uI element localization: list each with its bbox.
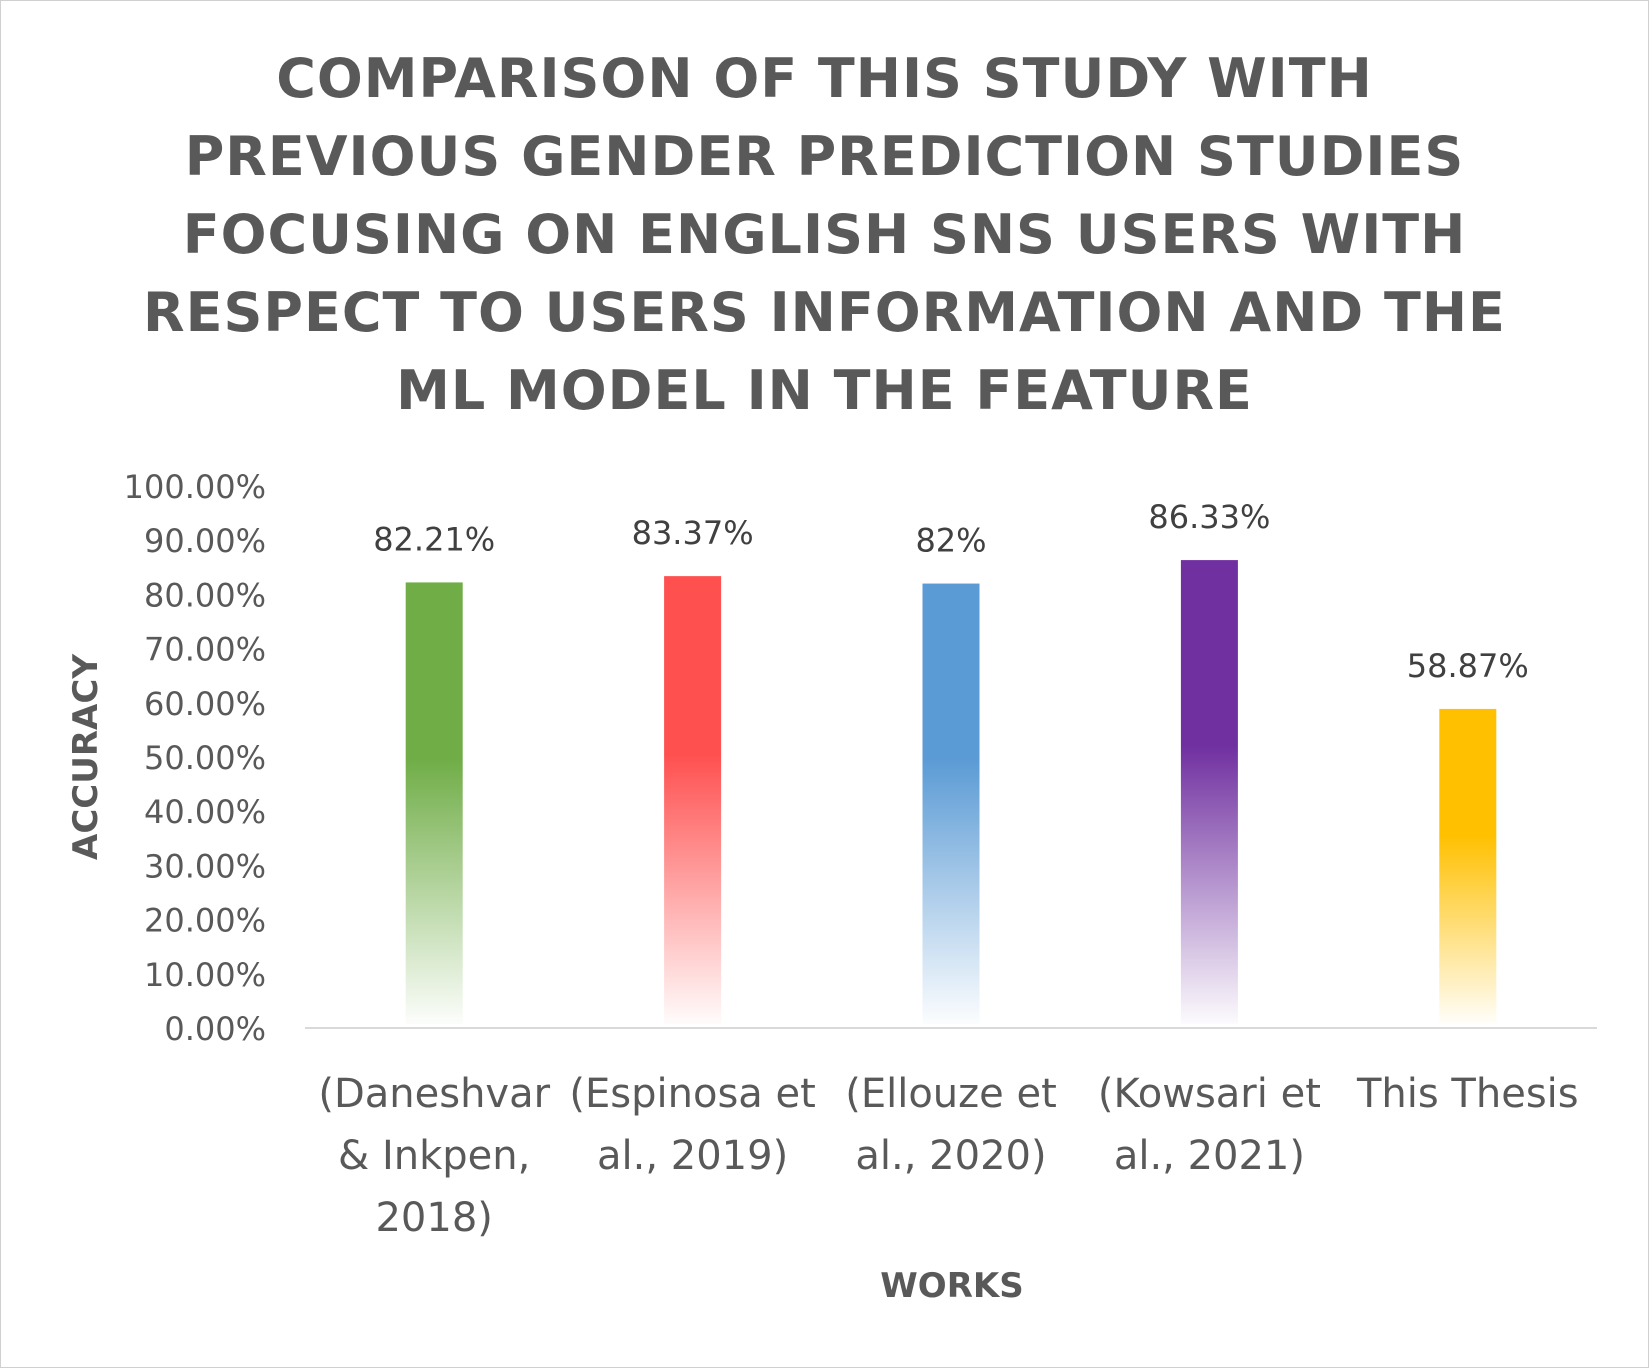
y-tick-label: 60.00% (144, 685, 266, 723)
category-label: al., 2019) (597, 1133, 788, 1179)
y-tick-label: 30.00% (144, 847, 266, 885)
data-label: 82.21% (373, 520, 495, 558)
chart-title-line: FOCUSING ON ENGLISH SNS USERS WITH (182, 203, 1467, 266)
bar (664, 576, 722, 1024)
category-label: (Kowsari et (1098, 1071, 1321, 1117)
data-label: 58.87% (1407, 647, 1529, 685)
x-axis: (Daneshvar & Inkpen, 2018) (Espinosa et al.,… (305, 1027, 1597, 1241)
chart-title-line: COMPARISON OF THIS STUDY WITH (276, 47, 1373, 110)
y-tick-label: 0.00% (164, 1010, 266, 1048)
data-labels: 82.21% 83.37% 82% 86.33% 58.87% (373, 498, 1529, 685)
chart-title-line: ML MODEL IN THE FEATURE (396, 359, 1253, 422)
data-label: 83.37% (632, 514, 754, 552)
bars (405, 560, 1497, 1024)
category-label: (Ellouze et (845, 1071, 1057, 1117)
y-tick-label: 50.00% (144, 739, 266, 777)
y-axis-title: ACCURACY (66, 654, 106, 860)
category-label: & Inkpen, (338, 1133, 530, 1179)
category-label: 2018) (375, 1195, 492, 1241)
bar (405, 582, 463, 1024)
category-label: (Daneshvar (318, 1071, 550, 1117)
y-tick-label: 80.00% (144, 576, 266, 614)
bar (922, 583, 980, 1024)
y-tick-label: 70.00% (144, 631, 266, 669)
y-axis: 0.00% 10.00% 20.00% 30.00% 40.00% 50.00% 60.00… (124, 468, 266, 1048)
chart-title-line: RESPECT TO USERS INFORMATION AND THE (143, 281, 1506, 344)
data-label: 82% (915, 522, 986, 560)
category-label: (Espinosa et (569, 1071, 815, 1117)
category-label: This Thesis (1356, 1071, 1579, 1117)
category-label: al., 2021) (1114, 1133, 1305, 1179)
y-tick-label: 10.00% (144, 956, 266, 994)
y-tick-label: 90.00% (144, 522, 266, 560)
category-label: al., 2020) (855, 1133, 1046, 1179)
y-tick-label: 100.00% (124, 468, 266, 506)
x-axis-title: WORKS (880, 1266, 1023, 1306)
bar (1439, 708, 1497, 1024)
chart-title-line: PREVIOUS GENDER PREDICTION STUDIES (184, 125, 1465, 188)
data-label: 86.33% (1148, 498, 1270, 536)
y-tick-label: 20.00% (144, 902, 266, 940)
bar (1180, 560, 1238, 1024)
chart-title: COMPARISON OF THIS STUDY WITH PREVIOUS G… (100, 40, 1549, 430)
y-tick-label: 40.00% (144, 793, 266, 831)
